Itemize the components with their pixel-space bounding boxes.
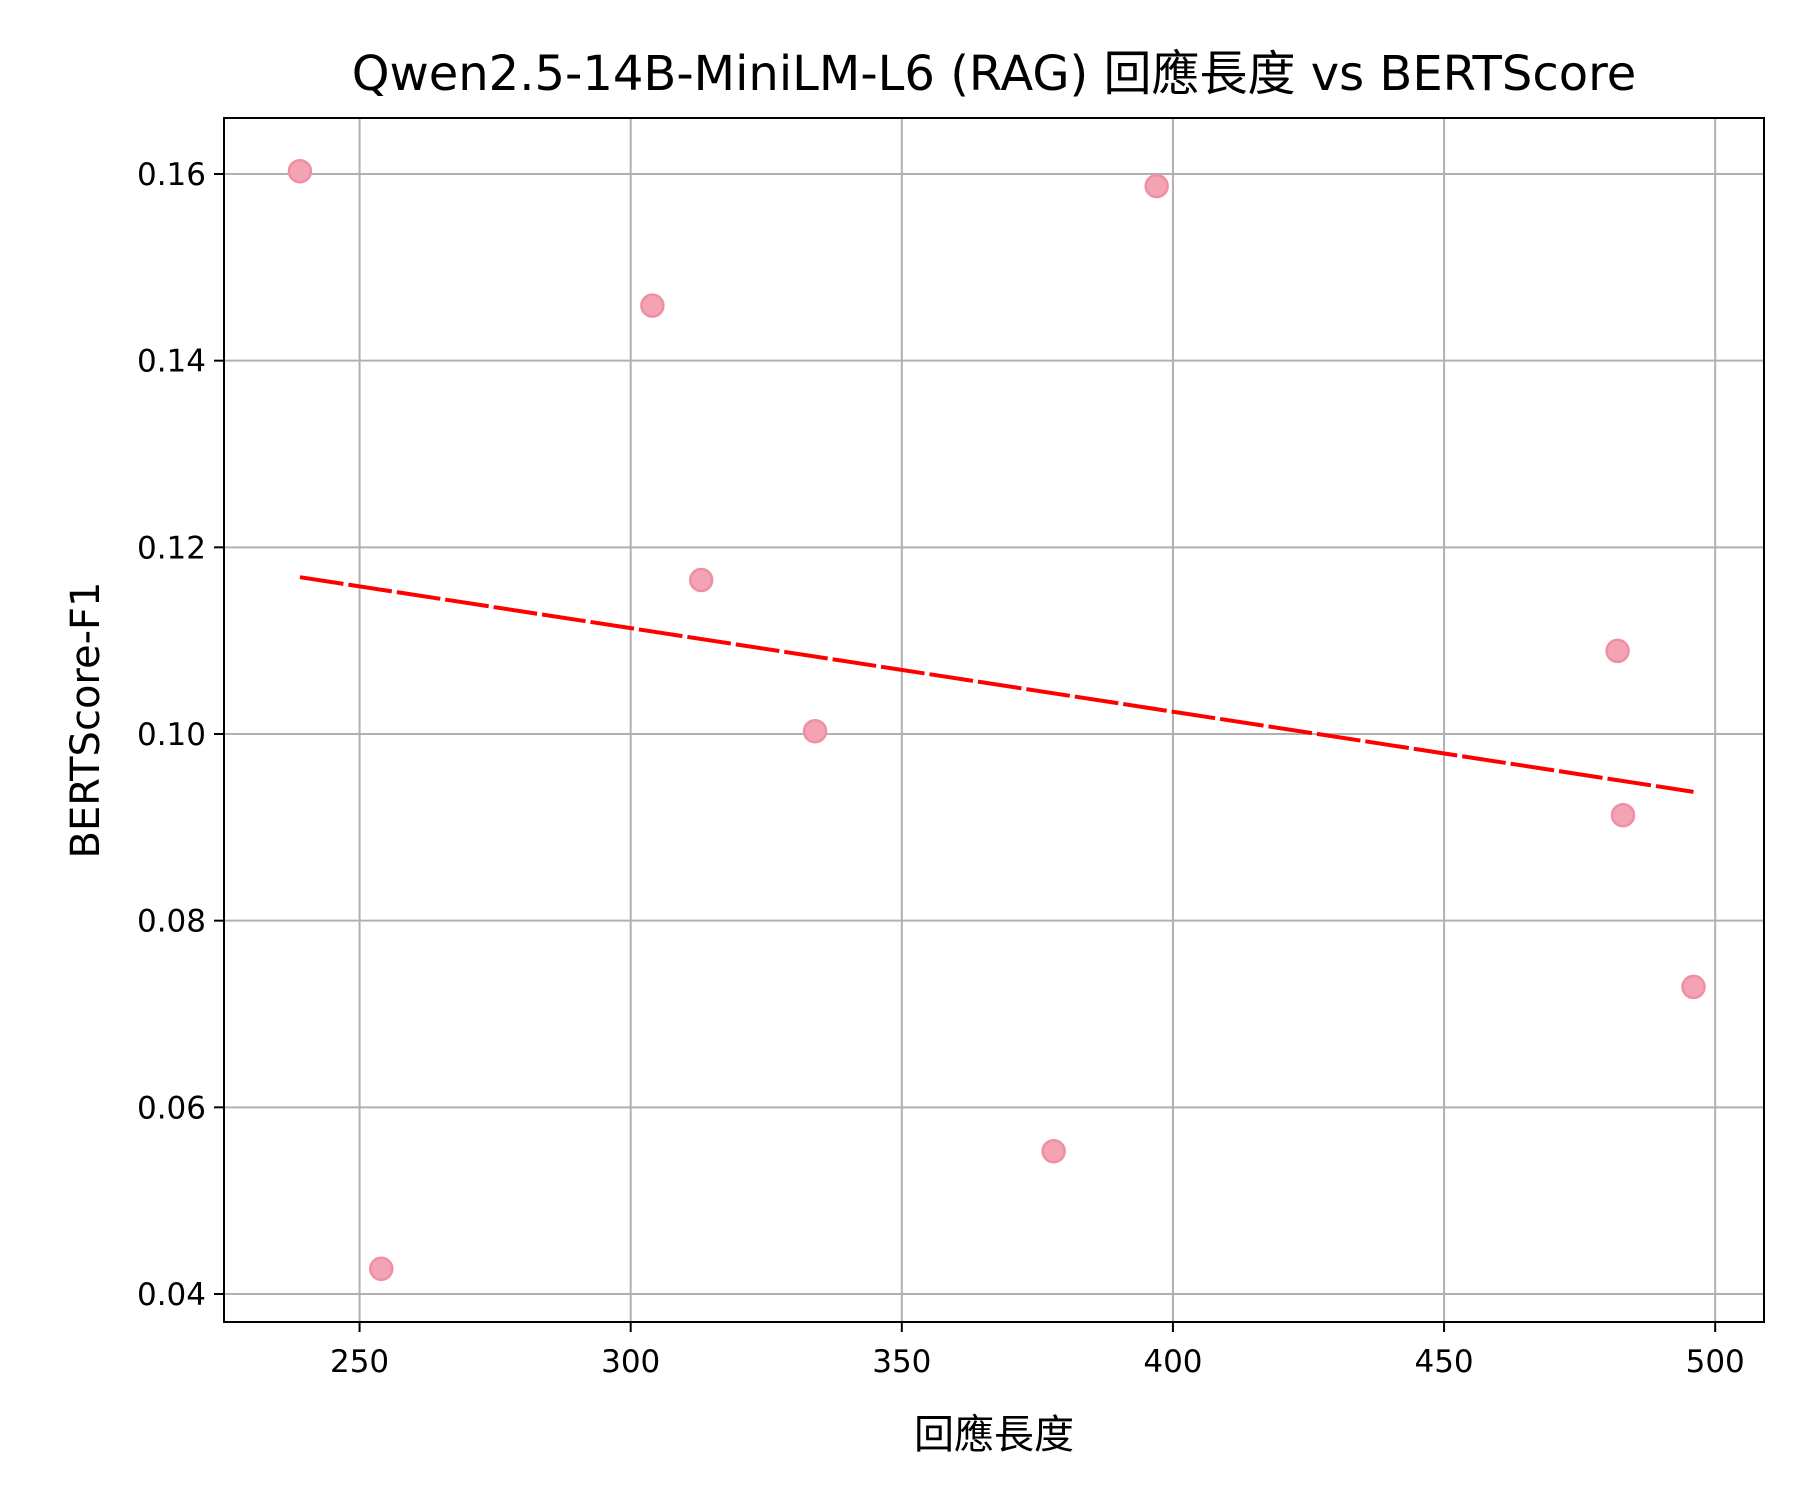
scatter-point xyxy=(1681,974,1706,1000)
scatter-point xyxy=(1144,173,1169,199)
y-tick-label: 0.12 xyxy=(137,530,206,566)
scatter-point xyxy=(369,1256,394,1282)
scatter-point xyxy=(1605,638,1630,664)
y-tick-label: 0.08 xyxy=(137,904,206,940)
plot-area-frame xyxy=(223,117,1765,1323)
x-tick-label: 250 xyxy=(330,1344,389,1380)
y-axis-ticks: 0.04 0.06 0.08 0.10 0.12 0.14 0.16 xyxy=(137,157,224,1313)
y-tick-label: 0.04 xyxy=(137,1277,206,1313)
y-tick-label: 0.14 xyxy=(137,344,206,380)
scatter-point xyxy=(802,718,828,744)
trend-line-group xyxy=(299,575,1694,794)
x-tick-label: 450 xyxy=(1414,1344,1473,1380)
y-tick-label: 0.16 xyxy=(137,157,206,193)
y-axis-title: BERTScore-F1 xyxy=(63,582,109,859)
x-axis-title: 回應長度 xyxy=(914,1412,1074,1458)
scatter-point xyxy=(1610,802,1636,828)
chart-title: Qwen2.5-14B-MiniLM-L6 (RAG) 回應長度 vs BERT… xyxy=(352,46,1637,102)
scatter-point xyxy=(640,293,665,318)
scatter-point xyxy=(688,567,714,593)
x-tick-label: 400 xyxy=(1143,1344,1202,1380)
grid-lines xyxy=(224,118,1764,1322)
scatter-points xyxy=(287,158,1706,1282)
scatter-point xyxy=(287,158,313,184)
x-tick-label: 350 xyxy=(872,1344,931,1380)
x-axis-ticks: 250 300 350 400 450 500 xyxy=(330,1322,1745,1380)
x-tick-label: 500 xyxy=(1686,1344,1745,1380)
x-tick-label: 300 xyxy=(601,1344,660,1380)
y-tick-label: 0.10 xyxy=(137,717,206,753)
scatter-point xyxy=(1041,1138,1066,1164)
trend-line xyxy=(299,575,1694,794)
y-tick-label: 0.06 xyxy=(137,1090,206,1126)
